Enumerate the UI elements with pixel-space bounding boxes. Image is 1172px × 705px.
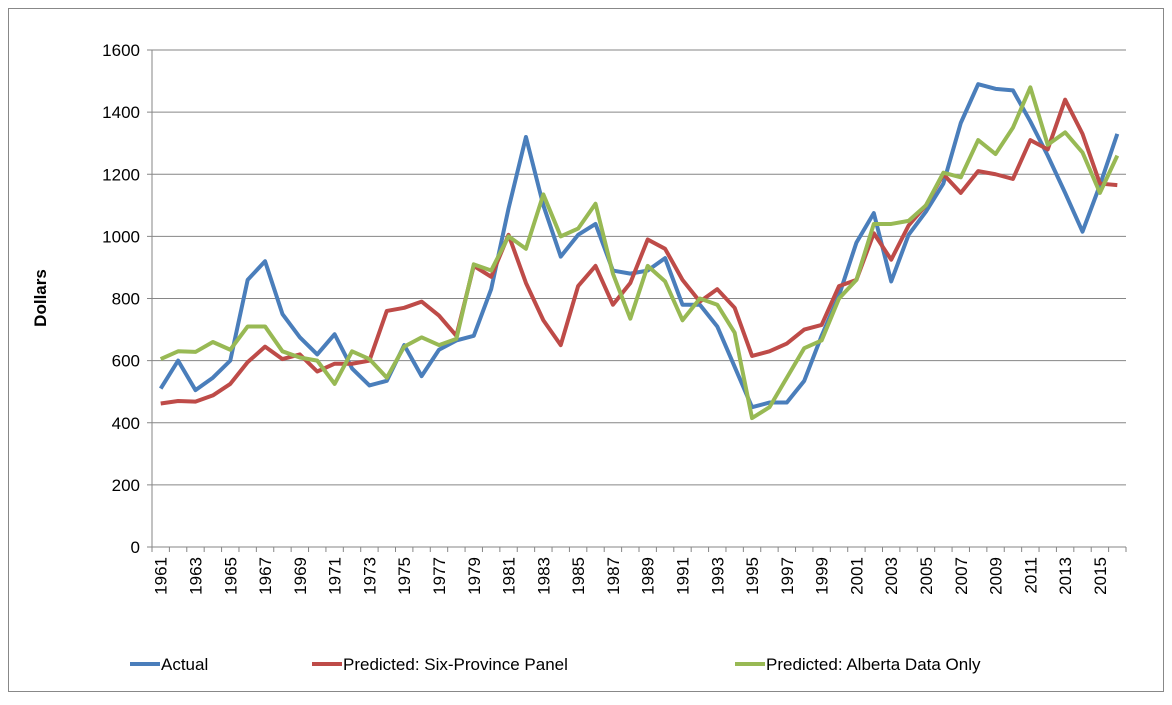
y-tick-label: 0: [131, 538, 140, 557]
legend-label: Predicted: Six-Province Panel: [343, 655, 568, 674]
x-tick-label: 2001: [847, 557, 866, 595]
y-tick-label: 600: [112, 352, 140, 371]
legend-label: Predicted: Alberta Data Only: [766, 655, 981, 674]
x-tick-label: 1999: [813, 557, 832, 595]
x-tick-label: 1995: [743, 557, 762, 595]
y-axis-title: Dollars: [31, 269, 50, 327]
x-tick-label: 1989: [639, 557, 658, 595]
series-line: [160, 97, 1118, 406]
x-tick-label: 1967: [256, 557, 275, 595]
x-tick-label: 1987: [604, 557, 623, 595]
x-tick-label: 1991: [673, 557, 692, 595]
legend-label: Actual: [161, 655, 208, 674]
x-tick-label: 2015: [1091, 557, 1110, 595]
y-tick-label: 1400: [102, 103, 140, 122]
y-tick-label: 1600: [102, 41, 140, 60]
x-tick-label: 1979: [465, 557, 484, 595]
x-tick-label: 2011: [1021, 557, 1040, 594]
y-tick-label: 400: [112, 414, 140, 433]
x-tick-label: 1975: [395, 557, 414, 595]
x-tick-label: 1985: [569, 557, 588, 595]
x-tick-label: 1973: [360, 557, 379, 595]
x-tick-label: 2007: [952, 557, 971, 595]
x-tick-label: 2003: [882, 557, 901, 595]
x-tick-label: 1993: [708, 557, 727, 595]
x-tick-label: 1997: [778, 557, 797, 595]
x-tick-label: 1983: [534, 557, 553, 595]
x-tick-label: 2009: [987, 557, 1006, 595]
series-line: [159, 85, 1120, 421]
y-tick-label: 200: [112, 476, 140, 495]
y-tick-label: 1000: [102, 227, 140, 246]
x-tick-label: 2005: [917, 557, 936, 595]
x-tick-label: 1961: [152, 557, 171, 595]
x-tick-label: 1981: [500, 557, 519, 595]
x-tick-label: 1977: [430, 557, 449, 595]
x-tick-label: 2013: [1056, 557, 1075, 595]
x-tick-label: 1971: [326, 557, 345, 595]
x-tick-label: 1965: [221, 557, 240, 595]
y-tick-label: 800: [112, 290, 140, 309]
x-tick-label: 1963: [186, 557, 205, 595]
x-tick-label: 1969: [291, 557, 310, 595]
y-tick-label: 1200: [102, 165, 140, 184]
series-line: [158, 82, 1120, 410]
